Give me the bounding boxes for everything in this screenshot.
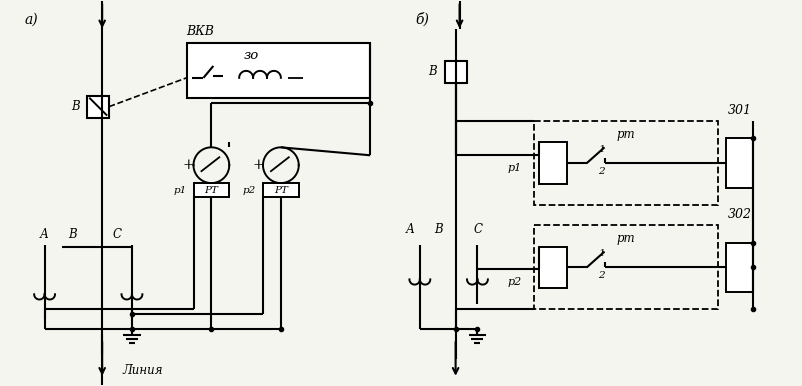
- Bar: [263, 183, 298, 197]
- Bar: [187, 43, 371, 98]
- Bar: [539, 142, 567, 184]
- Text: В: В: [434, 223, 443, 236]
- Text: Линия: Линия: [122, 364, 163, 377]
- Bar: [726, 139, 753, 188]
- Text: р2: р2: [243, 186, 256, 195]
- Text: р1: р1: [173, 186, 187, 195]
- Text: 2: 2: [598, 167, 605, 176]
- Text: рт: рт: [616, 128, 634, 141]
- Text: 1: 1: [598, 249, 605, 258]
- Text: 1: 1: [598, 145, 605, 154]
- Text: б): б): [415, 12, 429, 26]
- Text: С: С: [112, 228, 122, 241]
- Text: В: В: [428, 65, 437, 78]
- Text: а): а): [25, 12, 38, 26]
- Bar: [444, 61, 467, 83]
- Text: РТ: РТ: [205, 186, 218, 195]
- Bar: [539, 247, 567, 288]
- Text: 302: 302: [727, 208, 751, 221]
- Text: +: +: [252, 158, 264, 172]
- Text: +: +: [183, 158, 194, 172]
- Text: рт: рт: [616, 232, 634, 245]
- Text: зо: зо: [243, 49, 258, 61]
- Text: А: А: [406, 223, 415, 236]
- Text: А: А: [40, 228, 49, 241]
- Text: р2: р2: [507, 278, 521, 287]
- Bar: [193, 183, 229, 197]
- Text: В: В: [68, 228, 77, 241]
- Text: С: С: [473, 223, 483, 236]
- Text: р1: р1: [507, 163, 521, 173]
- Text: ВКВ: ВКВ: [187, 25, 214, 38]
- Text: В: В: [71, 100, 79, 113]
- Text: 301: 301: [727, 104, 751, 117]
- Text: 2: 2: [598, 271, 605, 280]
- Bar: [87, 96, 109, 118]
- Bar: [534, 225, 718, 309]
- Bar: [726, 243, 753, 292]
- Text: РТ: РТ: [274, 186, 288, 195]
- Bar: [534, 120, 718, 205]
